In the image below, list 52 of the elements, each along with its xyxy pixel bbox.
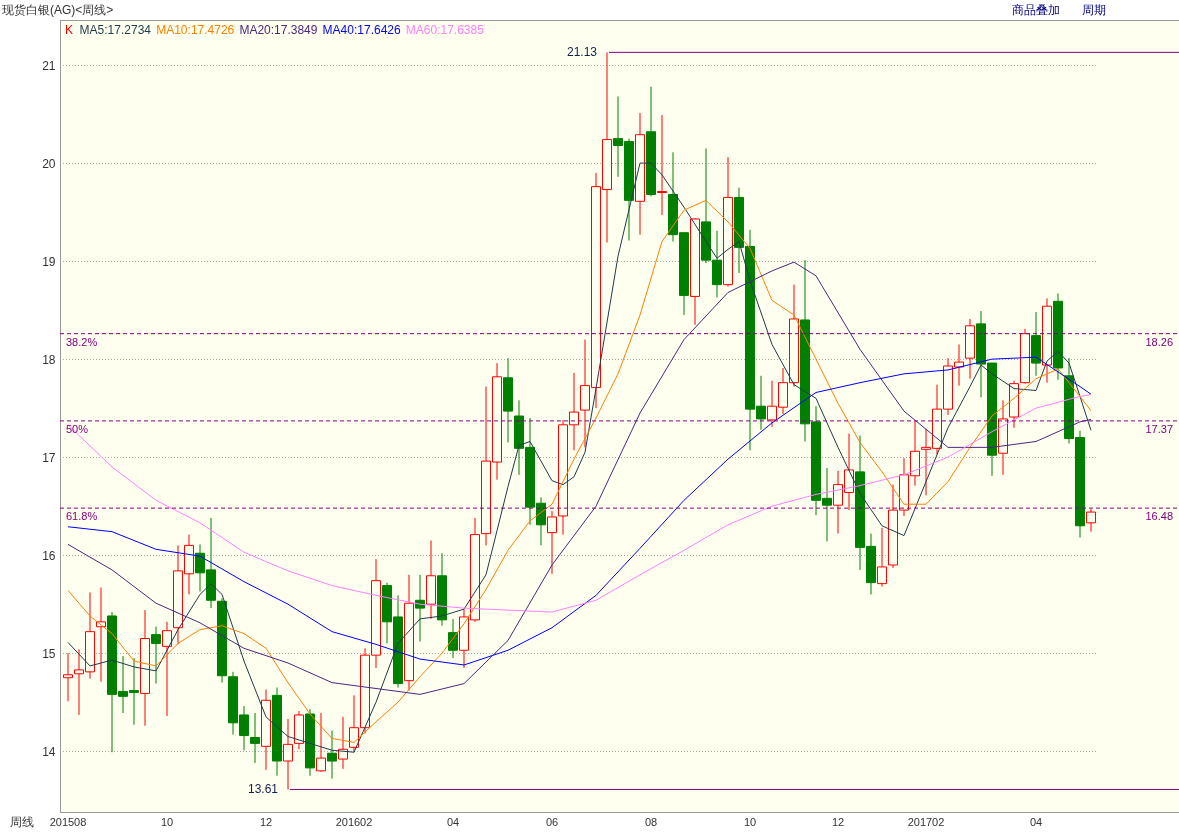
x-tick-label: 04 [446,815,460,828]
candlestick [316,712,326,773]
ref-line-label: 17.37 [1145,422,1173,435]
candlestick [657,114,667,216]
text: MA60:17.6385 [405,23,485,37]
x-tick-label: 10 [160,815,174,828]
candlestick [877,527,887,588]
x-tick-label: 201602 [335,815,373,828]
candlestick [250,712,260,764]
candlestick [338,716,348,770]
x-tick-label: 04 [1029,815,1043,828]
text: 周期 [1082,3,1106,17]
x-axis-title: 周线 [10,815,34,829]
candlestick [327,730,337,780]
annotation: 61.8% [66,510,98,523]
text: K [65,23,74,37]
candlestick [63,652,73,702]
candlestick [1086,508,1096,533]
text: MA10:17.4726 [156,23,235,37]
ref-line-label: 16.48 [1145,510,1173,523]
y-tick-label: 16 [42,548,56,563]
y-tick-label: 20 [42,156,56,171]
candlestick [162,621,172,717]
candlestick [283,718,293,790]
x-tick-label: 12 [831,815,845,828]
ref-line-label: 18.26 [1145,335,1173,348]
x-tick-label: 10 [743,815,757,828]
x-tick-label: 201702 [907,815,945,828]
ref-line-label: 13.61 [247,782,279,797]
text: 商品叠加 [1012,3,1060,17]
x-tick-label: 06 [545,815,559,828]
x-tick-label: 201508 [49,815,87,828]
x-tick-label: 08 [644,815,658,828]
candlestick [151,626,161,685]
x-tick-label: 12 [259,815,273,828]
chart-title: 现货白银(AG)<周线> [2,3,114,17]
y-tick-label: 21 [42,58,56,73]
line-series [67,356,1092,666]
line-series [67,261,1092,695]
y-tick-label: 19 [42,254,56,269]
ref-line-label: 21.13 [566,45,598,60]
y-tick-label: 15 [42,646,56,661]
text: MA20:17.3849 [239,23,318,37]
annotation: 50% [66,422,89,435]
text: MA40:17.6426 [322,23,401,37]
text: MA5:17.2734 [79,23,152,37]
line-series [67,394,1092,613]
y-tick-label: 17 [42,450,56,465]
y-tick-label: 18 [42,352,56,367]
y-tick-label: 14 [42,744,56,759]
candlestick [415,574,425,642]
annotation: 38.2% [66,335,98,348]
